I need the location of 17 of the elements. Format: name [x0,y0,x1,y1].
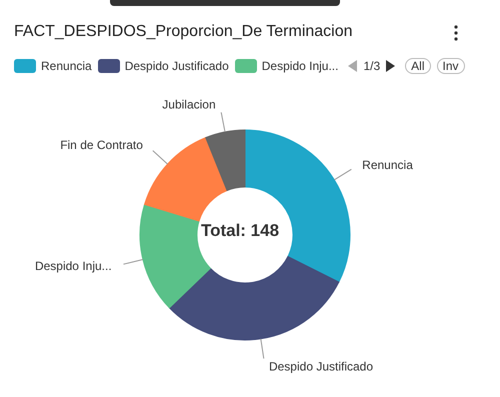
donut-slice [205,130,246,191]
slice-label: Despido Inju... [34,259,112,274]
donut-slice [144,137,228,222]
slice-label: Fin de Contrato [60,138,144,152]
legend-label: Renuncia [40,59,92,73]
text: All [405,58,431,74]
slice-label: Despido Justificado [268,359,374,374]
legend-label: Despido Justificado [124,59,229,73]
text: 1/3 [363,59,380,73]
text: Inv [436,58,465,74]
legend-label: Despido Inju... [260,59,338,73]
slice-label: Jubilacion [162,97,216,112]
chart-title: FACT_DESPIDOS_Proporcion_De Terminacion [14,23,353,41]
slice-label: Renuncia [362,158,414,172]
text: Total: 148 [200,221,280,240]
donut-slice [168,256,340,340]
donut-slice [244,130,350,283]
